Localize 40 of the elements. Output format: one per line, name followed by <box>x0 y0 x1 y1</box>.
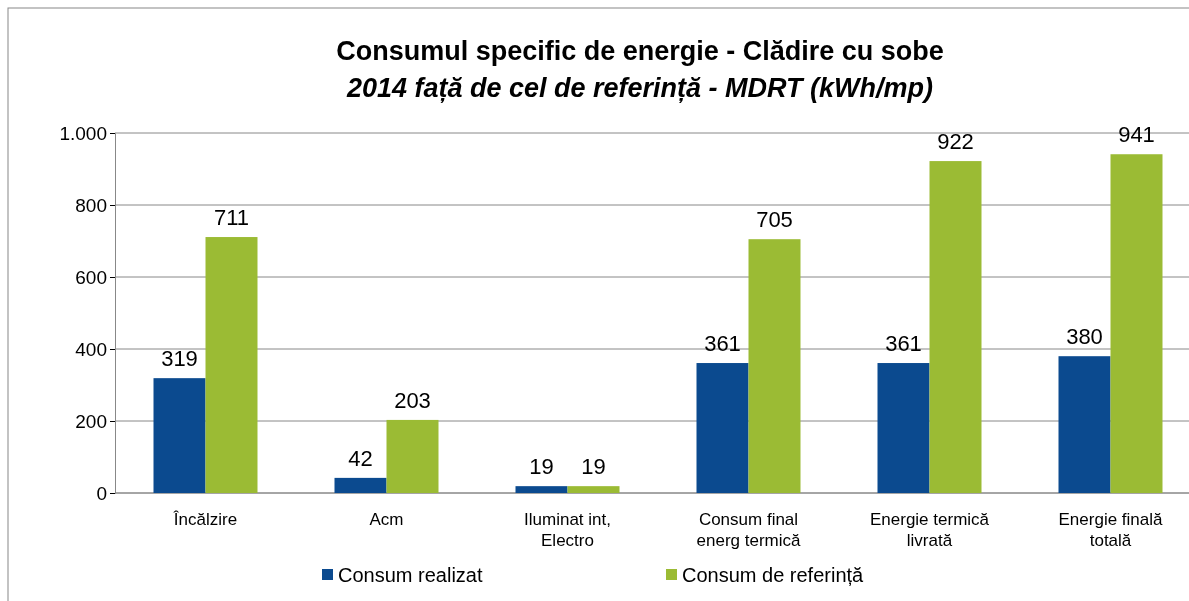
data-label: 711 <box>213 205 250 231</box>
data-label: 941 <box>1118 122 1155 148</box>
x-tick-label: Iluminat int, Electro <box>524 510 611 550</box>
data-label: 922 <box>937 129 974 155</box>
bar <box>929 161 982 493</box>
x-tick-label: Acm <box>369 510 404 529</box>
bar <box>877 363 930 493</box>
bar <box>567 486 620 493</box>
bar <box>386 419 439 493</box>
data-label: 705 <box>756 207 793 233</box>
data-label: 19 <box>581 454 606 480</box>
data-label: 361 <box>704 331 741 357</box>
y-tick-label: 200 <box>75 410 107 432</box>
legend-label: Consum de referință <box>682 564 865 586</box>
bar <box>153 378 206 493</box>
bar <box>205 237 258 493</box>
y-tick-label: 1.000 <box>59 122 107 144</box>
y-tick-label: 800 <box>75 194 107 216</box>
bar <box>515 486 568 493</box>
data-label: 361 <box>885 331 922 357</box>
x-tick-label: Încălzire <box>172 510 238 529</box>
bar <box>748 239 801 493</box>
y-tick-label: 600 <box>75 266 107 288</box>
data-label: 319 <box>161 346 198 372</box>
legend-label: Consum realizat <box>338 564 483 586</box>
chart-title: Consumul specific de energie - Clădire cu sobe <box>336 36 944 66</box>
bar <box>334 477 387 493</box>
chart-subtitle: 2014 față de cel de referință - MDRT (kWh/mp) <box>345 73 934 103</box>
data-label: 42 <box>348 445 373 471</box>
x-tick-label: Energie termică livrată <box>869 510 990 550</box>
bar <box>696 363 749 493</box>
bar <box>1058 356 1111 493</box>
x-tick-label: Consum final energ termică <box>696 510 802 550</box>
y-tick-label: 400 <box>75 338 107 360</box>
data-label: 19 <box>529 454 554 480</box>
x-tick-label: Energie finală totală <box>1058 510 1164 550</box>
data-label: 203 <box>394 387 431 413</box>
data-label: 380 <box>1066 324 1103 350</box>
y-tick-label: 0 <box>96 482 107 504</box>
bar <box>1110 154 1163 493</box>
